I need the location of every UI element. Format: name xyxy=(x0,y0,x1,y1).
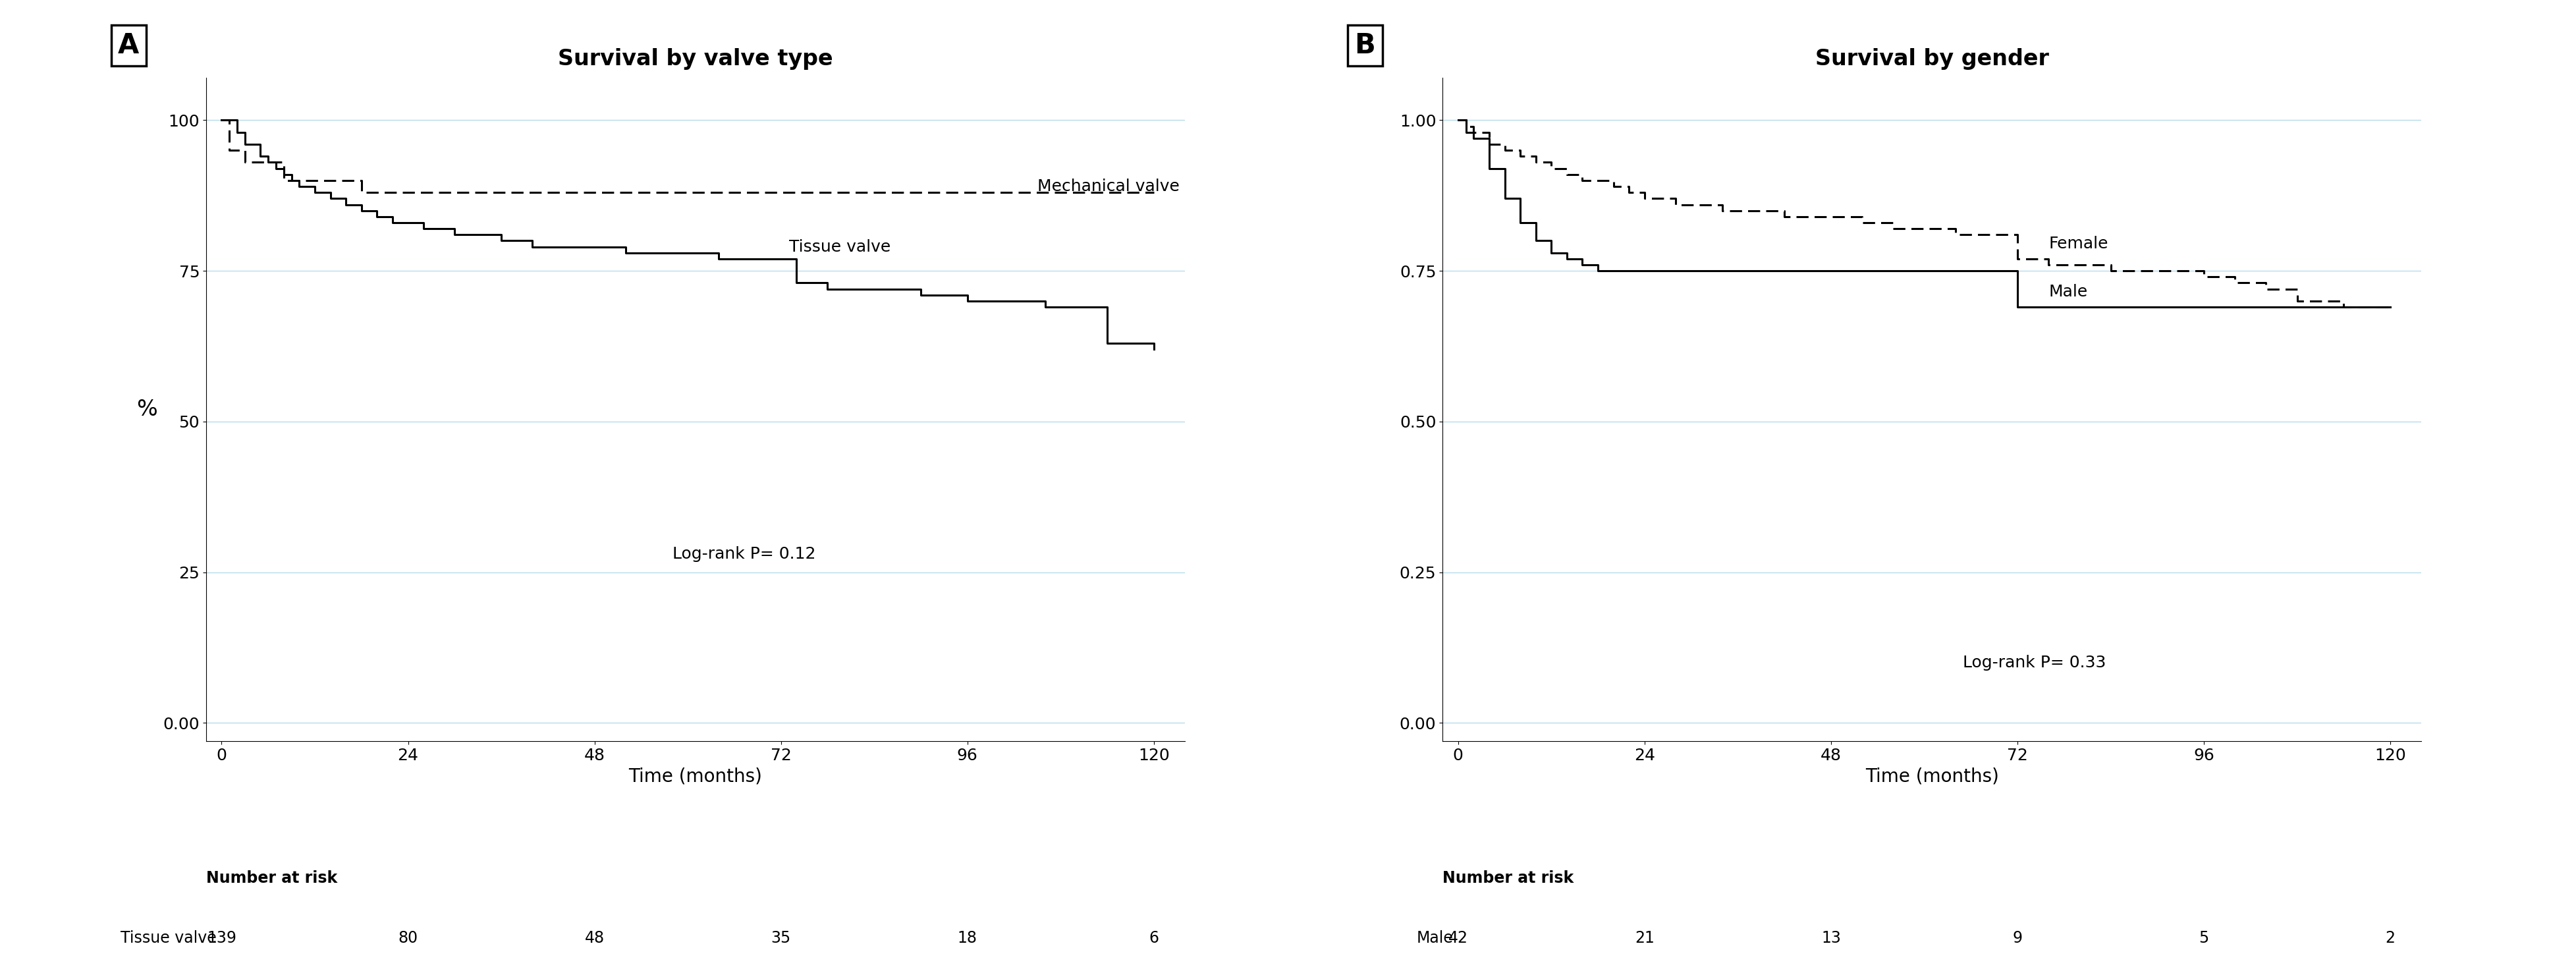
Text: 2: 2 xyxy=(2385,930,2396,946)
Text: 5: 5 xyxy=(2200,930,2210,946)
Text: Log-rank P= 0.12: Log-rank P= 0.12 xyxy=(672,546,817,562)
Text: 35: 35 xyxy=(770,930,791,946)
Text: 48: 48 xyxy=(585,930,605,946)
Text: Number at risk: Number at risk xyxy=(206,871,337,886)
Text: 13: 13 xyxy=(1821,930,1842,946)
Text: Male: Male xyxy=(2048,284,2087,300)
Text: Female: Female xyxy=(2048,236,2107,252)
Text: Number at risk: Number at risk xyxy=(1443,871,1574,886)
Text: Log-rank P= 0.33: Log-rank P= 0.33 xyxy=(1963,655,2107,671)
Y-axis label: %: % xyxy=(137,399,157,420)
Text: A: A xyxy=(118,31,139,59)
Text: B: B xyxy=(1355,31,1376,59)
Text: 18: 18 xyxy=(958,930,976,946)
X-axis label: Time (months): Time (months) xyxy=(1865,767,1999,785)
Text: 6: 6 xyxy=(1149,930,1159,946)
Text: 42: 42 xyxy=(1448,930,1468,946)
Text: Mechanical valve: Mechanical valve xyxy=(1038,178,1180,194)
Title: Survival by gender: Survival by gender xyxy=(1816,48,2048,70)
Text: Tissue valve: Tissue valve xyxy=(121,930,216,946)
X-axis label: Time (months): Time (months) xyxy=(629,767,762,785)
Text: 9: 9 xyxy=(2012,930,2022,946)
Text: 80: 80 xyxy=(399,930,417,946)
Text: Tissue valve: Tissue valve xyxy=(788,239,891,254)
Text: 139: 139 xyxy=(206,930,237,946)
Text: Male: Male xyxy=(1417,930,1453,946)
Text: 21: 21 xyxy=(1636,930,1654,946)
Title: Survival by valve type: Survival by valve type xyxy=(559,48,832,70)
